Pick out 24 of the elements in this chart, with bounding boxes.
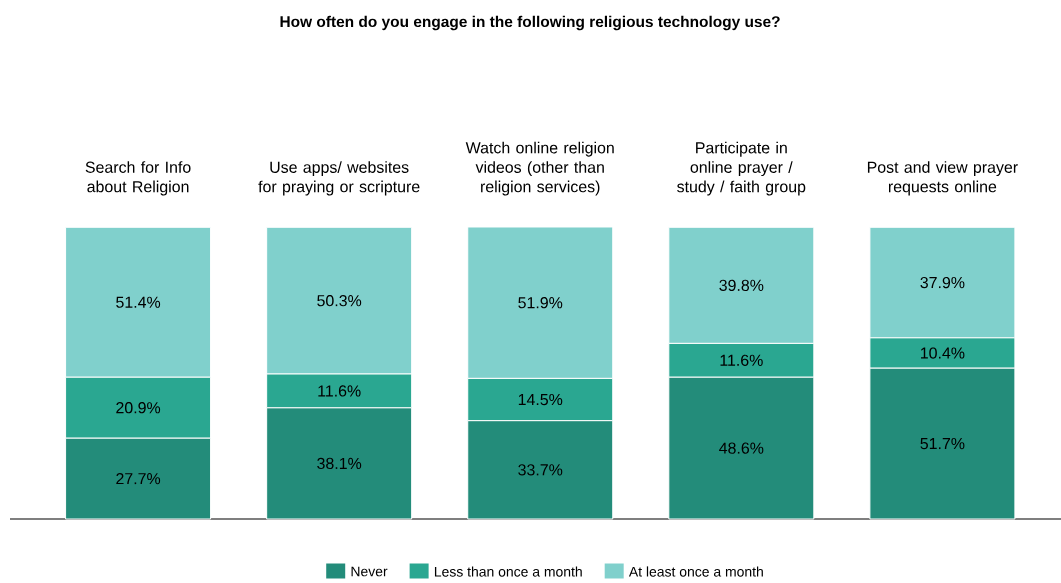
data-label: 10.4%	[921, 347, 965, 359]
data-label: 37.9%	[920, 276, 965, 289]
data-label: 14.5%	[518, 393, 563, 406]
data-label: 11.6%	[318, 385, 361, 397]
data-label: 33.7%	[518, 464, 563, 476]
data-label: 51.9%	[518, 297, 563, 309]
x-tick-label: Watch online religion videos (other than religion services)	[465, 141, 614, 196]
data-label: 20.9%	[116, 402, 161, 414]
data-label: 51.4%	[116, 296, 161, 308]
chart-title: How often do you engage in the following religious technology use?	[280, 15, 780, 31]
data-label: 38.1%	[317, 457, 362, 470]
x-tick-label: Use apps/ websites for praying or scripture	[258, 161, 420, 196]
x-tick-label: Participate in online prayer / study / faith group	[677, 141, 806, 196]
data-label: 51.7%	[920, 437, 965, 450]
data-label: 11.6%	[720, 354, 763, 366]
data-label: 39.8%	[719, 279, 764, 291]
x-tick-label: Search for Info about Religion	[85, 161, 191, 196]
legend-label: Never	[351, 566, 388, 577]
data-label: 48.6%	[719, 442, 764, 454]
legend-label: At least once a month	[628, 566, 763, 577]
x-tick-label: Post and view prayer requests online	[867, 161, 1018, 196]
data-label: 50.3%	[317, 295, 362, 307]
legend-label: Less than once a month	[434, 566, 582, 577]
data-label: 27.7%	[116, 472, 161, 485]
